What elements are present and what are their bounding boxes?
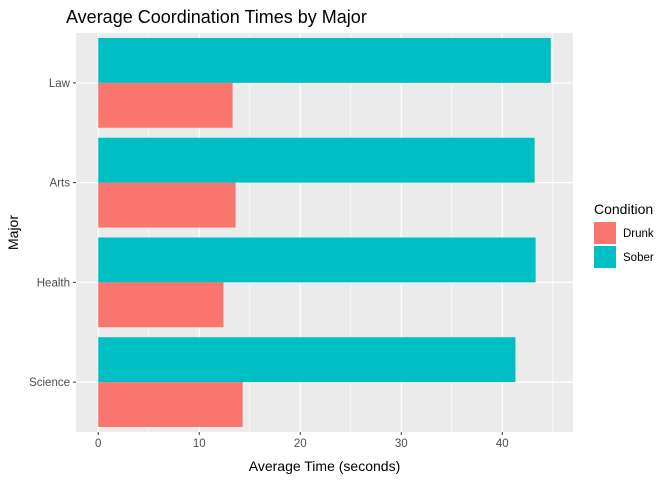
bar-drunk-law bbox=[98, 82, 233, 128]
x-axis: 0 10 20 30 40 bbox=[95, 432, 509, 450]
legend-label: Sober bbox=[623, 252, 654, 264]
legend: Condition Drunk Sober bbox=[594, 201, 654, 268]
x-tick-label: 40 bbox=[496, 438, 509, 450]
bar-sober-law bbox=[98, 37, 551, 83]
legend-title: Condition bbox=[594, 201, 653, 217]
y-tick-label: Arts bbox=[50, 178, 71, 190]
chart-title: Average Coordination Times by Major bbox=[66, 7, 367, 27]
bar-sober-arts bbox=[98, 137, 535, 183]
bar-drunk-arts bbox=[98, 182, 236, 228]
bar-drunk-science bbox=[98, 382, 243, 428]
bars bbox=[98, 37, 551, 428]
y-tick-label: Health bbox=[37, 277, 70, 289]
x-tick-label: 10 bbox=[193, 438, 206, 450]
x-tick-label: 20 bbox=[294, 438, 307, 450]
y-axis: Law Arts Health Science bbox=[29, 78, 76, 389]
x-tick-label: 0 bbox=[95, 438, 101, 450]
bar-drunk-health bbox=[98, 282, 224, 328]
bar-sober-science bbox=[98, 337, 516, 383]
y-tick-label: Science bbox=[29, 377, 70, 389]
y-axis-title: Major bbox=[5, 215, 21, 250]
legend-key-drunk bbox=[594, 222, 616, 244]
x-tick-label: 30 bbox=[395, 438, 408, 450]
bar-sober-health bbox=[98, 237, 536, 283]
x-axis-title: Average Time (seconds) bbox=[249, 458, 400, 474]
legend-label: Drunk bbox=[623, 228, 654, 240]
legend-key-sober bbox=[594, 246, 616, 268]
y-tick-label: Law bbox=[49, 78, 71, 90]
